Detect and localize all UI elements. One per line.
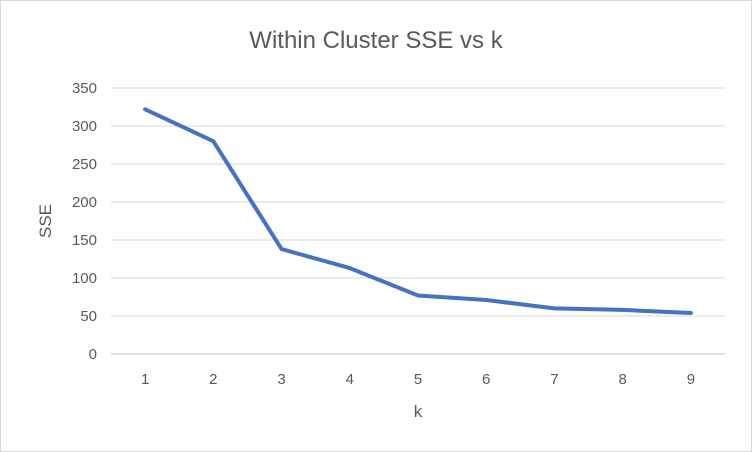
x-tick-label: 2 — [209, 371, 217, 388]
y-tick-label: 0 — [89, 346, 97, 363]
x-tick-label: 3 — [277, 371, 285, 388]
y-tick-label: 300 — [72, 118, 97, 135]
x-tick-label: 1 — [141, 371, 149, 388]
y-axis-title: SSE — [36, 204, 55, 238]
x-tick-label: 9 — [687, 371, 695, 388]
chart-title: Within Cluster SSE vs k — [249, 27, 503, 54]
y-tick-label: 350 — [72, 80, 97, 97]
x-tick-label: 6 — [482, 371, 490, 388]
x-tick-label: 5 — [414, 371, 422, 388]
y-tick-label: 50 — [80, 308, 97, 325]
x-tick-label: 8 — [618, 371, 626, 388]
series-line — [143, 107, 693, 315]
y-tick-label: 200 — [72, 194, 97, 211]
x-tick-label: 4 — [346, 371, 354, 388]
y-tick-label: 250 — [72, 156, 97, 173]
y-tick-label: 150 — [72, 232, 97, 249]
y-tick-label: 100 — [72, 270, 97, 287]
x-tick-label: 7 — [550, 371, 558, 388]
x-axis-title: k — [414, 402, 423, 421]
